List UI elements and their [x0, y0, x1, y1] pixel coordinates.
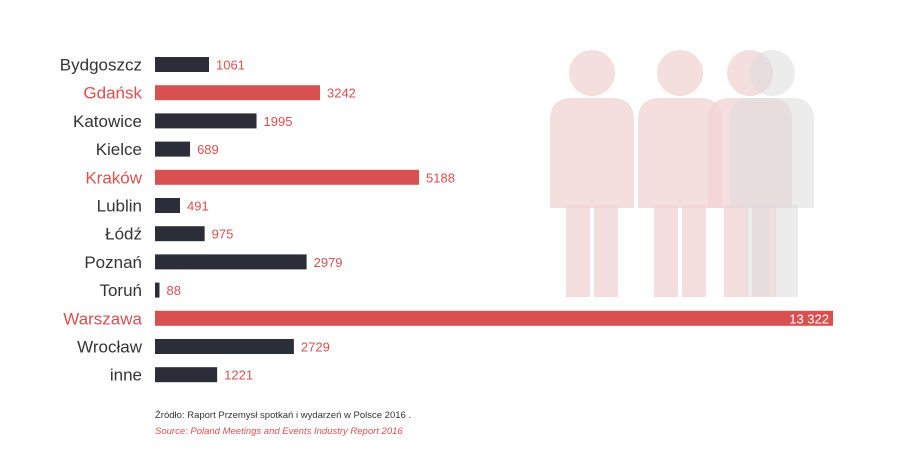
bar: [155, 141, 191, 157]
value-label: 689: [197, 142, 219, 157]
bar: [155, 57, 209, 72]
source-note-polish: Źródło: Raport Przemysł spotkań i wydarz…: [155, 410, 412, 421]
person-figure-4: [730, 50, 814, 297]
people-figures-icon: [550, 50, 814, 297]
category-label: inne: [110, 366, 142, 385]
category-label: Lublin: [97, 197, 142, 216]
category-label: Gdańsk: [83, 84, 142, 103]
value-label: 1061: [216, 58, 245, 73]
value-label: 1995: [264, 114, 293, 129]
bar: [155, 198, 180, 213]
value-label: 5188: [426, 170, 455, 185]
value-label: 2729: [301, 340, 330, 355]
person-figure-1: [550, 50, 634, 297]
category-label: Toruń: [99, 281, 142, 300]
category-label: Bydgoszcz: [60, 56, 142, 75]
value-label: 88: [166, 283, 180, 298]
category-label: Wrocław: [77, 338, 143, 357]
category-label: Poznań: [84, 253, 142, 272]
bar: [155, 85, 320, 101]
bar: [155, 310, 833, 326]
value-label: 975: [212, 227, 234, 242]
value-label: 3242: [327, 86, 356, 101]
category-label: Kraków: [85, 168, 142, 187]
bar: [155, 367, 218, 383]
bar: [155, 226, 205, 242]
bars-group: Bydgoszcz 1061 Gdańsk 3242 Katowice 1995 Kielc…: [60, 56, 833, 385]
bar: [155, 282, 160, 298]
category-label: Katowice: [73, 112, 142, 131]
bar: [155, 169, 420, 185]
value-label: 13 322: [789, 311, 829, 326]
value-label: 2979: [314, 255, 343, 270]
bar: [155, 254, 307, 270]
category-label: Warszawa: [63, 309, 142, 328]
category-label: Kielce: [96, 140, 142, 159]
value-label: 1221: [224, 368, 253, 383]
person-figure-2: [638, 50, 722, 297]
bar: [155, 339, 294, 354]
value-label: 491: [187, 199, 209, 214]
source-note-english: Source: Poland Meetings and Events Indus…: [155, 426, 403, 437]
bar: [155, 113, 257, 129]
category-label: Łódź: [105, 225, 142, 244]
